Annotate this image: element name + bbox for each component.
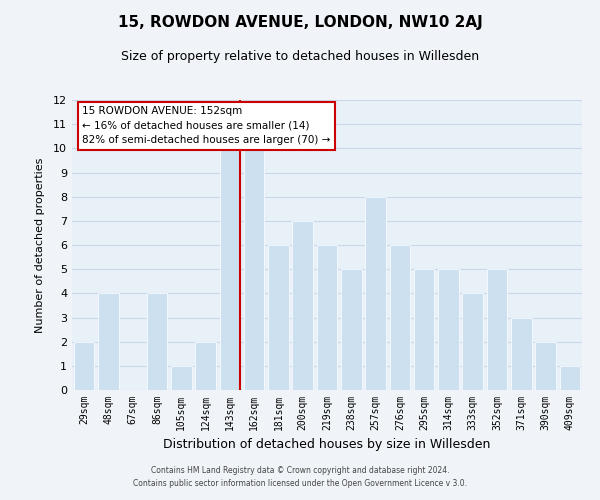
Bar <box>171 366 191 390</box>
Bar <box>365 196 386 390</box>
Bar <box>414 269 434 390</box>
Bar <box>220 148 240 390</box>
Text: Size of property relative to detached houses in Willesden: Size of property relative to detached ho… <box>121 50 479 63</box>
Bar <box>341 269 362 390</box>
Bar <box>268 245 289 390</box>
Bar <box>292 221 313 390</box>
Bar <box>487 269 508 390</box>
Text: 15 ROWDON AVENUE: 152sqm
← 16% of detached houses are smaller (14)
82% of semi-d: 15 ROWDON AVENUE: 152sqm ← 16% of detach… <box>82 106 331 146</box>
Bar <box>560 366 580 390</box>
Bar <box>511 318 532 390</box>
Bar <box>317 245 337 390</box>
Bar <box>98 294 119 390</box>
Text: Contains HM Land Registry data © Crown copyright and database right 2024.
Contai: Contains HM Land Registry data © Crown c… <box>133 466 467 487</box>
Bar <box>74 342 94 390</box>
Y-axis label: Number of detached properties: Number of detached properties <box>35 158 44 332</box>
Bar <box>389 245 410 390</box>
Bar <box>146 294 167 390</box>
Bar <box>535 342 556 390</box>
X-axis label: Distribution of detached houses by size in Willesden: Distribution of detached houses by size … <box>163 438 491 452</box>
Bar <box>244 148 265 390</box>
Bar <box>195 342 216 390</box>
Bar <box>438 269 459 390</box>
Text: 15, ROWDON AVENUE, LONDON, NW10 2AJ: 15, ROWDON AVENUE, LONDON, NW10 2AJ <box>118 15 482 30</box>
Bar <box>463 294 483 390</box>
